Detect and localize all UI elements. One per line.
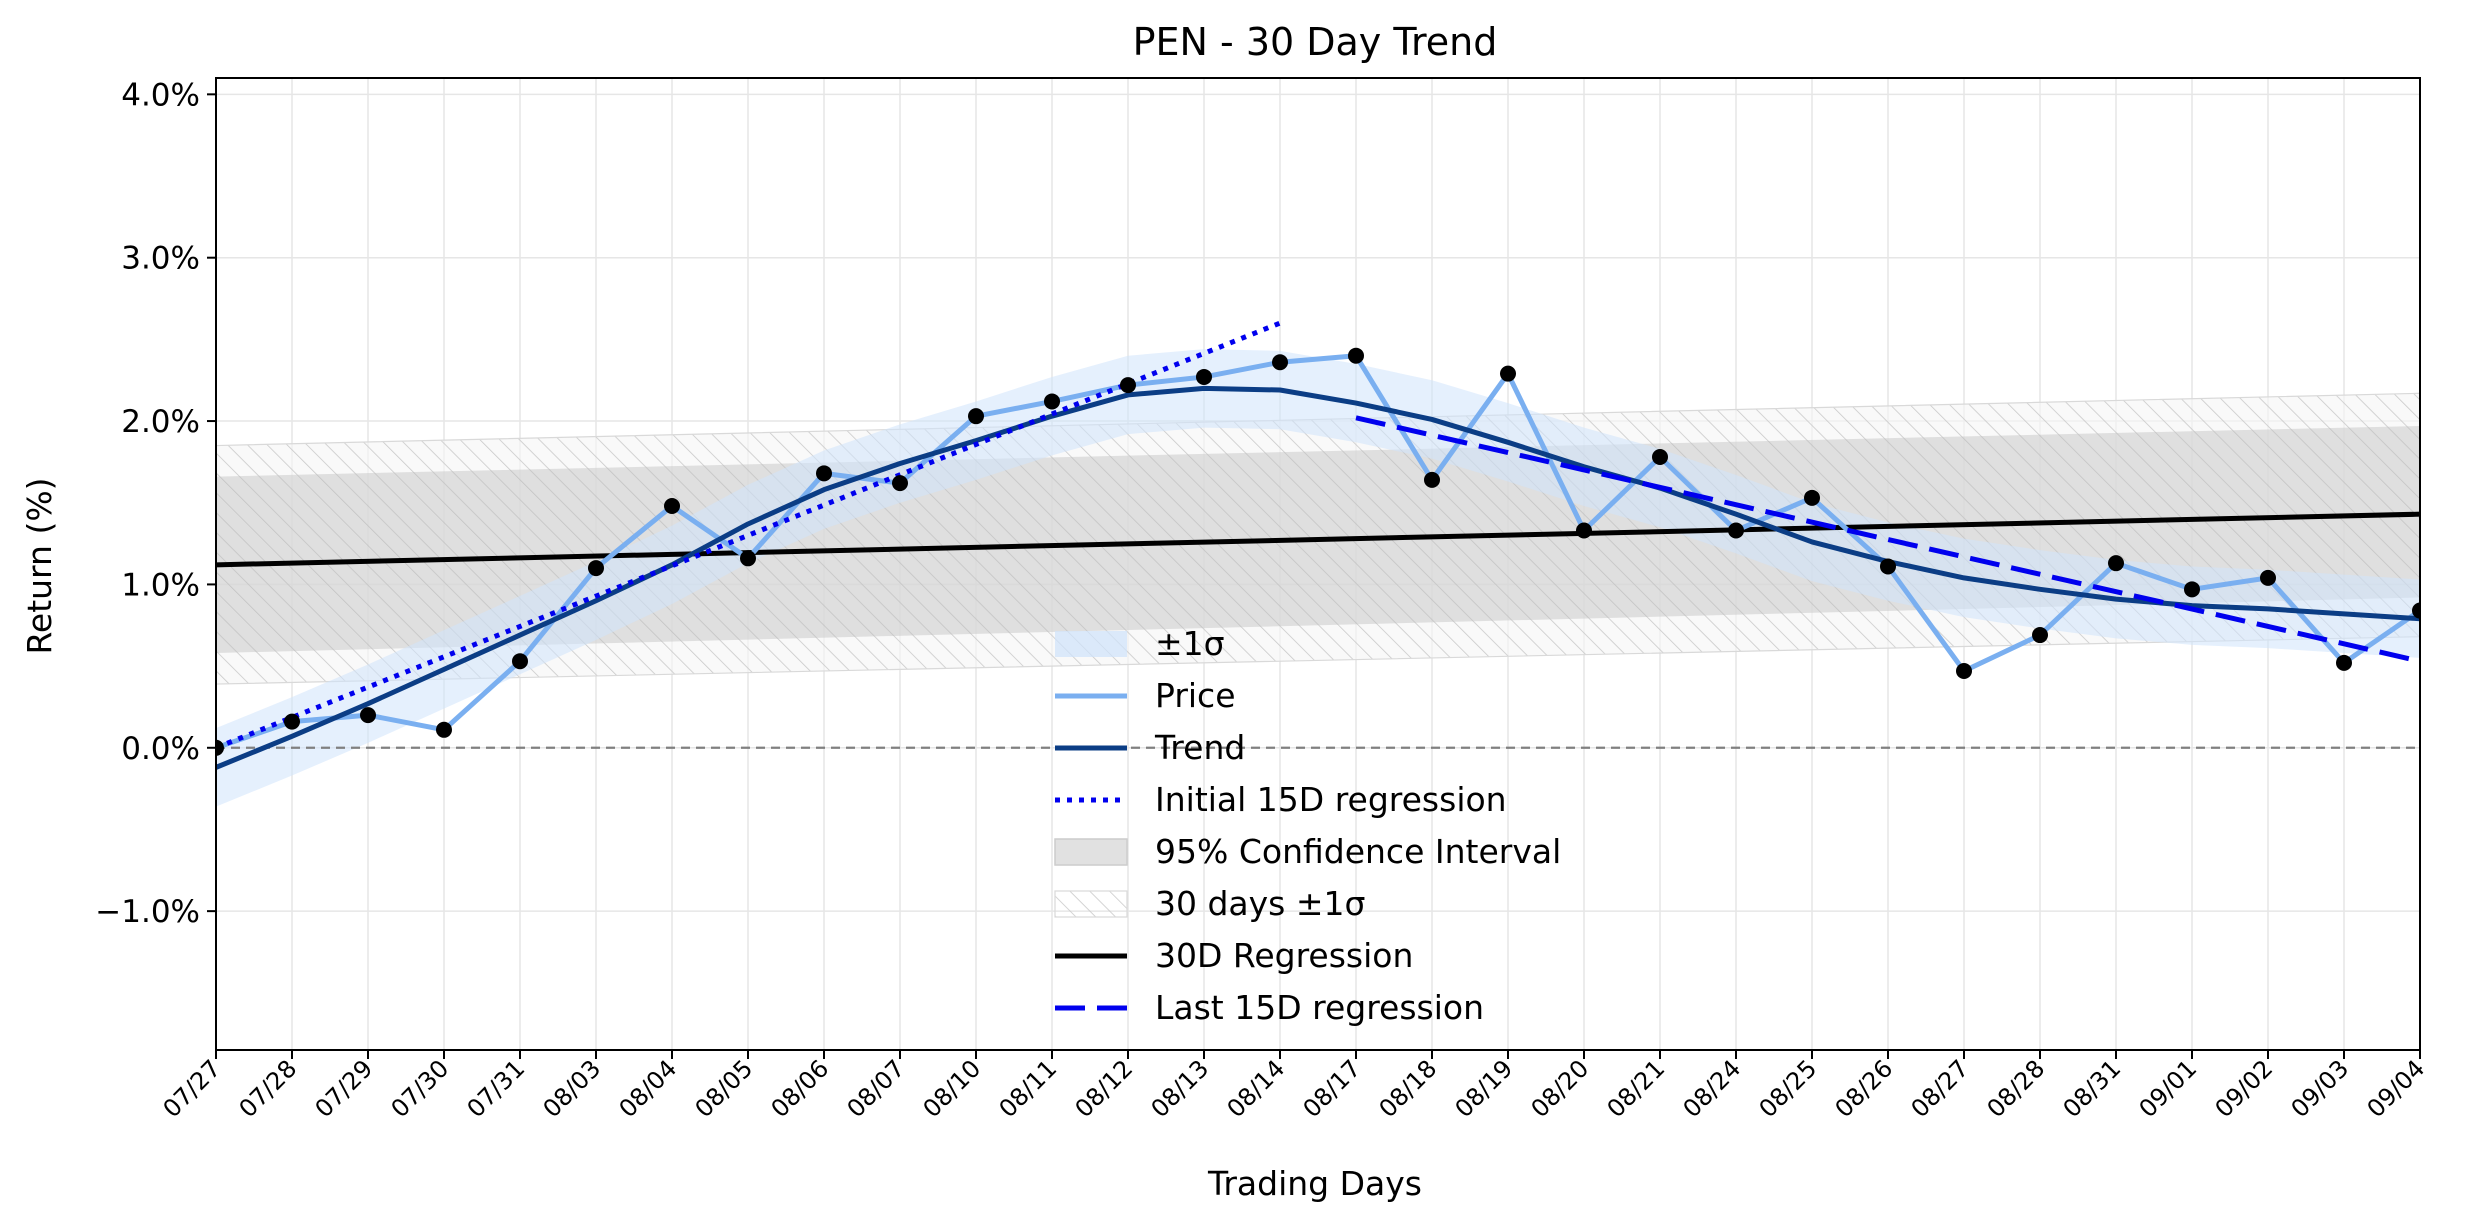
price-point — [436, 721, 452, 738]
x-tick-label: 08/14 — [1222, 1054, 1291, 1123]
x-axis: 07/27 07/28 07/29 07/30 07/31 08/03 08/04 08/05… — [158, 1050, 2431, 1123]
x-tick-label: 07/30 — [386, 1054, 455, 1123]
y-tick-label: 4.0% — [121, 77, 200, 113]
legend-swatch — [1055, 631, 1127, 657]
price-point — [2412, 602, 2420, 619]
price-point — [816, 465, 832, 482]
price-point — [2260, 569, 2276, 586]
x-tick-label: 07/28 — [234, 1054, 303, 1123]
y-tick-label: 0.0% — [121, 731, 200, 767]
x-tick-label: 09/04 — [2362, 1054, 2431, 1123]
x-tick-label: 08/21 — [1602, 1054, 1671, 1123]
x-tick-label: 08/19 — [1450, 1054, 1519, 1123]
price-point — [1728, 522, 1744, 539]
price-point — [1272, 354, 1288, 371]
x-axis-label: Trading Days — [1207, 1164, 1422, 1203]
y-axis: −1.0% 0.0% 1.0% 2.0% 3.0% 4.0% — [95, 77, 216, 930]
price-point — [512, 653, 528, 670]
x-tick-label: 07/31 — [462, 1054, 531, 1123]
x-tick-label: 09/03 — [2286, 1054, 2355, 1123]
legend-swatch — [1054, 838, 1128, 866]
y-tick-label: 1.0% — [121, 567, 200, 603]
legend-label: 30 days ±1σ — [1155, 884, 1365, 923]
price-point — [360, 707, 376, 724]
price-point — [2184, 581, 2200, 598]
price-point — [216, 739, 224, 756]
price-point — [1880, 558, 1896, 575]
regression-last-15d-line — [1355, 415, 2420, 664]
y-tick-label: 2.0% — [121, 404, 200, 440]
legend: ±1σ Price Trend Initial 15D regression 95% C… — [1054, 624, 1561, 1027]
price-point — [1044, 393, 1060, 410]
price-point — [1576, 522, 1592, 539]
price-point — [892, 475, 908, 492]
price-point — [664, 498, 680, 515]
x-tick-label: 08/28 — [1982, 1054, 2051, 1123]
price-point — [2336, 654, 2352, 671]
x-tick-label: 08/25 — [1754, 1054, 1823, 1123]
x-tick-label: 08/17 — [1298, 1054, 1367, 1123]
legend-label: Price — [1155, 676, 1236, 715]
plot-area — [216, 320, 2420, 807]
y-axis-label: Return (%) — [20, 477, 59, 654]
regression-30d-line — [216, 511, 2420, 568]
legend-label: Trend — [1154, 728, 1245, 767]
x-tick-label: 08/18 — [1374, 1054, 1443, 1123]
price-point — [1804, 489, 1820, 506]
legend-label: ±1σ — [1155, 624, 1225, 663]
x-tick-label: 08/24 — [1678, 1054, 1747, 1123]
x-tick-label: 08/04 — [614, 1054, 683, 1123]
x-tick-label: 08/06 — [766, 1054, 835, 1123]
chart-title: PEN - 30 Day Trend — [1133, 20, 1498, 64]
price-point — [1120, 377, 1136, 394]
trend-line — [216, 385, 2420, 770]
legend-label: 30D Regression — [1155, 936, 1413, 975]
legend-label: Initial 15D regression — [1155, 780, 1507, 819]
y-tick-label: 3.0% — [121, 241, 200, 277]
x-tick-label: 08/03 — [538, 1054, 607, 1123]
x-tick-label: 08/10 — [918, 1054, 987, 1123]
price-point — [968, 408, 984, 425]
x-tick-label: 08/26 — [1830, 1054, 1899, 1123]
x-tick-label: 08/31 — [2058, 1054, 2127, 1123]
x-tick-label: 07/29 — [310, 1054, 379, 1123]
price-point — [1196, 368, 1212, 385]
price-point — [284, 713, 300, 730]
x-tick-label: 08/05 — [690, 1054, 759, 1123]
price-point — [2032, 627, 2048, 644]
x-tick-label: 08/27 — [1906, 1054, 1975, 1123]
price-point — [1424, 471, 1440, 488]
plot-frame — [215, 77, 2421, 1051]
legend-swatch — [1054, 890, 1128, 918]
legend-label: 95% Confidence Interval — [1155, 832, 1561, 871]
x-tick-label: 09/02 — [2210, 1054, 2279, 1123]
x-tick-label: 08/12 — [1070, 1054, 1139, 1123]
x-tick-label: 08/07 — [842, 1054, 911, 1123]
x-tick-label: 07/27 — [158, 1054, 227, 1123]
price-point — [1956, 663, 1972, 680]
price-point — [1500, 365, 1516, 382]
x-tick-label: 09/01 — [2134, 1054, 2203, 1123]
y-tick-label: −1.0% — [95, 894, 200, 930]
x-tick-label: 08/20 — [1526, 1054, 1595, 1123]
price-line — [216, 353, 2420, 751]
legend-label: Last 15D regression — [1155, 988, 1484, 1027]
price-point — [1652, 448, 1668, 465]
price-point — [740, 550, 756, 567]
price-point — [1348, 347, 1364, 364]
x-tick-label: 08/13 — [1146, 1054, 1215, 1123]
price-point — [588, 560, 604, 577]
x-tick-label: 08/11 — [994, 1054, 1063, 1123]
price-point — [2108, 555, 2124, 572]
